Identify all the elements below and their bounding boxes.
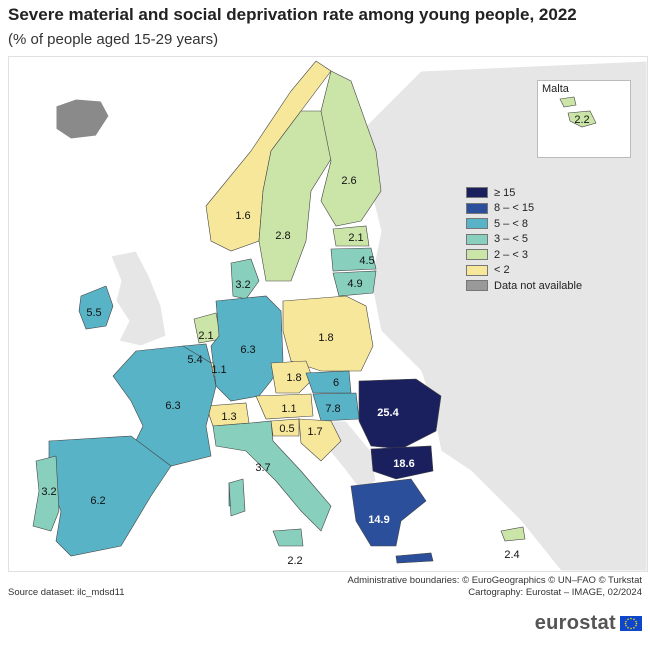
region-poland[interactable] <box>282 295 374 372</box>
label-croatia: 1.7 <box>307 426 322 438</box>
eu-flag-icon <box>620 616 642 631</box>
legend-label: Data not available <box>494 279 583 292</box>
legend-swatch <box>466 280 488 292</box>
label-czechia: 1.8 <box>286 372 301 384</box>
legend-item: Data not available <box>466 278 582 294</box>
region-crete[interactable] <box>395 552 434 564</box>
chart-subtitle: (% of people aged 15-29 years) <box>8 31 219 48</box>
chart-title: Severe material and social deprivation r… <box>8 5 577 24</box>
malta-inset: Malta 2.2 <box>537 80 631 158</box>
label-france: 6.3 <box>165 400 180 412</box>
label-cyprus: 2.4 <box>504 549 519 561</box>
legend-item: 3 – < 5 <box>466 232 582 248</box>
region-slovakia[interactable] <box>305 370 352 394</box>
region-austria[interactable] <box>255 393 314 420</box>
label-netherlands: 2.1 <box>198 330 213 342</box>
label-luxembourg: 1.1 <box>211 364 226 376</box>
malta-inset-map: 2.2 <box>559 96 597 128</box>
region-sardinia[interactable] <box>228 478 246 517</box>
label-belgium: 5.4 <box>187 354 202 366</box>
legend: ≥ 15 8 – < 15 5 – < 8 3 – < 5 2 – < 3 < … <box>466 185 582 294</box>
region-sweden[interactable] <box>258 110 337 282</box>
region-bulgaria[interactable] <box>370 445 434 480</box>
malta-value-label: 2.2 <box>574 114 589 126</box>
legend-swatch <box>466 249 488 261</box>
legend-label: 5 – < 8 <box>494 217 528 230</box>
label-lithuania: 4.9 <box>347 278 362 290</box>
legend-swatch <box>466 218 488 230</box>
legend-item: < 2 <box>466 263 582 279</box>
label-denmark: 3.2 <box>235 279 250 291</box>
legend-label: 8 – < 15 <box>494 202 535 215</box>
legend-label: 3 – < 5 <box>494 233 528 246</box>
region-estonia[interactable] <box>332 225 370 247</box>
source-note: Source dataset: ilc_mdsd11 <box>8 587 125 598</box>
legend-swatch <box>466 233 488 245</box>
legend-item: 5 – < 8 <box>466 216 582 232</box>
legend-label: < 2 <box>494 264 510 277</box>
iceland <box>55 98 110 140</box>
region-cyprus[interactable] <box>500 526 526 542</box>
uk-region <box>110 250 167 347</box>
credits: Administrative boundaries: © EuroGeograp… <box>347 575 642 599</box>
region-ireland[interactable] <box>78 285 114 330</box>
legend-swatch <box>466 202 488 214</box>
label-austria: 1.1 <box>281 403 296 415</box>
legend-swatch <box>466 264 488 276</box>
logo-text: eurostat <box>534 612 616 634</box>
region-czechia[interactable] <box>270 360 314 394</box>
label-greece: 14.9 <box>368 514 389 526</box>
legend-label: ≥ 15 <box>494 186 516 199</box>
label-spain: 6.2 <box>90 495 105 507</box>
region-sicily[interactable] <box>272 528 304 547</box>
label-switzerland: 1.3 <box>221 411 236 423</box>
region-greece[interactable] <box>350 478 427 547</box>
legend-item: 8 – < 15 <box>466 201 582 217</box>
label-bulgaria: 18.6 <box>393 458 414 470</box>
region-france[interactable] <box>112 345 217 467</box>
region-finland[interactable] <box>320 70 382 227</box>
legend-item: ≥ 15 <box>466 185 582 201</box>
region-lithuania[interactable] <box>332 270 377 297</box>
label-norway: 1.6 <box>235 210 250 222</box>
label-ireland: 5.5 <box>86 307 101 319</box>
region-croatia[interactable] <box>298 418 342 462</box>
label-slovakia: 6 <box>333 377 339 389</box>
legend-label: 2 – < 3 <box>494 248 528 261</box>
region-slovenia[interactable] <box>270 418 300 437</box>
eurostat-logo: eurostat <box>535 612 642 635</box>
label-malta-south: 2.2 <box>287 555 302 567</box>
label-italy: 3.7 <box>255 462 270 474</box>
region-denmark[interactable] <box>230 258 260 300</box>
legend-item: 2 – < 3 <box>466 247 582 263</box>
label-hungary: 7.8 <box>325 403 340 415</box>
label-poland: 1.8 <box>318 332 333 344</box>
label-latvia: 4.5 <box>359 255 374 267</box>
label-romania: 25.4 <box>377 407 399 419</box>
label-estonia: 2.1 <box>348 232 363 244</box>
label-portugal: 3.2 <box>41 486 56 498</box>
region-latvia[interactable] <box>330 247 377 272</box>
admin-boundaries-credit: Administrative boundaries: © EuroGeograp… <box>347 575 642 586</box>
region-portugal[interactable] <box>32 455 60 532</box>
label-slovenia: 0.5 <box>279 423 294 435</box>
region-romania[interactable] <box>358 378 442 450</box>
label-finland: 2.6 <box>341 175 356 187</box>
legend-swatch <box>466 187 488 199</box>
region-italy[interactable] <box>212 420 332 532</box>
label-sweden: 2.8 <box>275 230 290 242</box>
cartography-credit: Cartography: Eurostat – IMAGE, 02/2024 <box>468 587 642 598</box>
label-germany: 6.3 <box>240 344 255 356</box>
malta-inset-title: Malta <box>542 83 569 95</box>
